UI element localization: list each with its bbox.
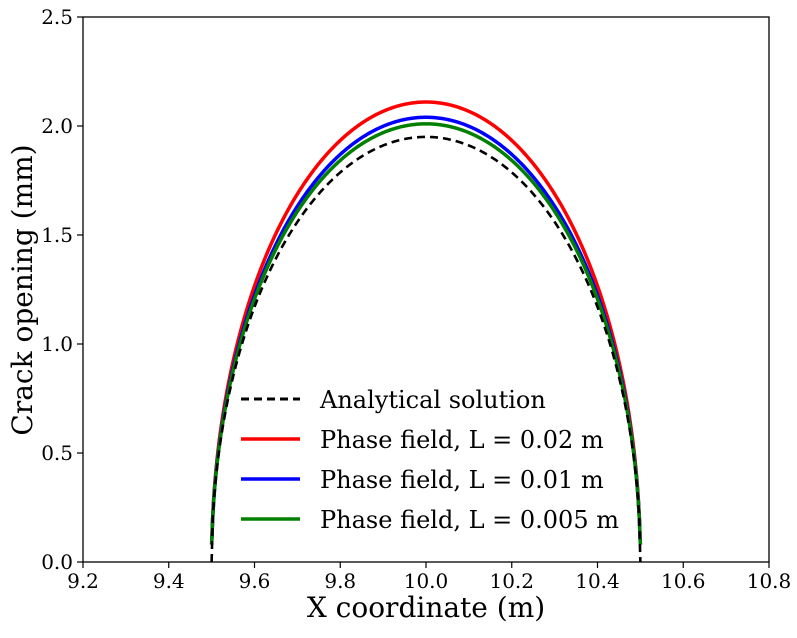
- y-axis-label: Crack opening (mm): [6, 144, 39, 435]
- y-tick-label: 0.5: [41, 441, 73, 465]
- x-tick-label: 9.6: [239, 569, 271, 593]
- x-tick-label: 9.8: [324, 569, 356, 593]
- y-tick-label: 1.5: [41, 223, 73, 247]
- y-tick-label: 0.0: [41, 550, 73, 574]
- x-tick-label: 10.6: [661, 569, 706, 593]
- x-axis-label: X coordinate (m): [307, 591, 545, 624]
- x-tick-label: 10.2: [489, 569, 534, 593]
- y-tick-label: 2.5: [41, 5, 73, 29]
- x-tick-label: 9.4: [153, 569, 185, 593]
- crack-opening-chart: 9.2 9.4 9.6 9.8 10.0 10.2 10.4 10.6 10.80.00.51.…: [0, 0, 797, 638]
- legend-label-l-0005: Phase field, L = 0.005 m: [320, 506, 619, 534]
- y-tick-label: 2.0: [41, 114, 73, 138]
- legend-label-l-001: Phase field, L = 0.01 m: [320, 466, 604, 494]
- x-tick-label: 10.4: [575, 569, 620, 593]
- y-tick-label: 1.0: [41, 332, 73, 356]
- legend-label-analytical: Analytical solution: [319, 386, 546, 414]
- x-tick-label: 10.0: [404, 569, 449, 593]
- x-tick-label: 10.8: [747, 569, 792, 593]
- legend-label-l-002: Phase field, L = 0.02 m: [320, 426, 604, 454]
